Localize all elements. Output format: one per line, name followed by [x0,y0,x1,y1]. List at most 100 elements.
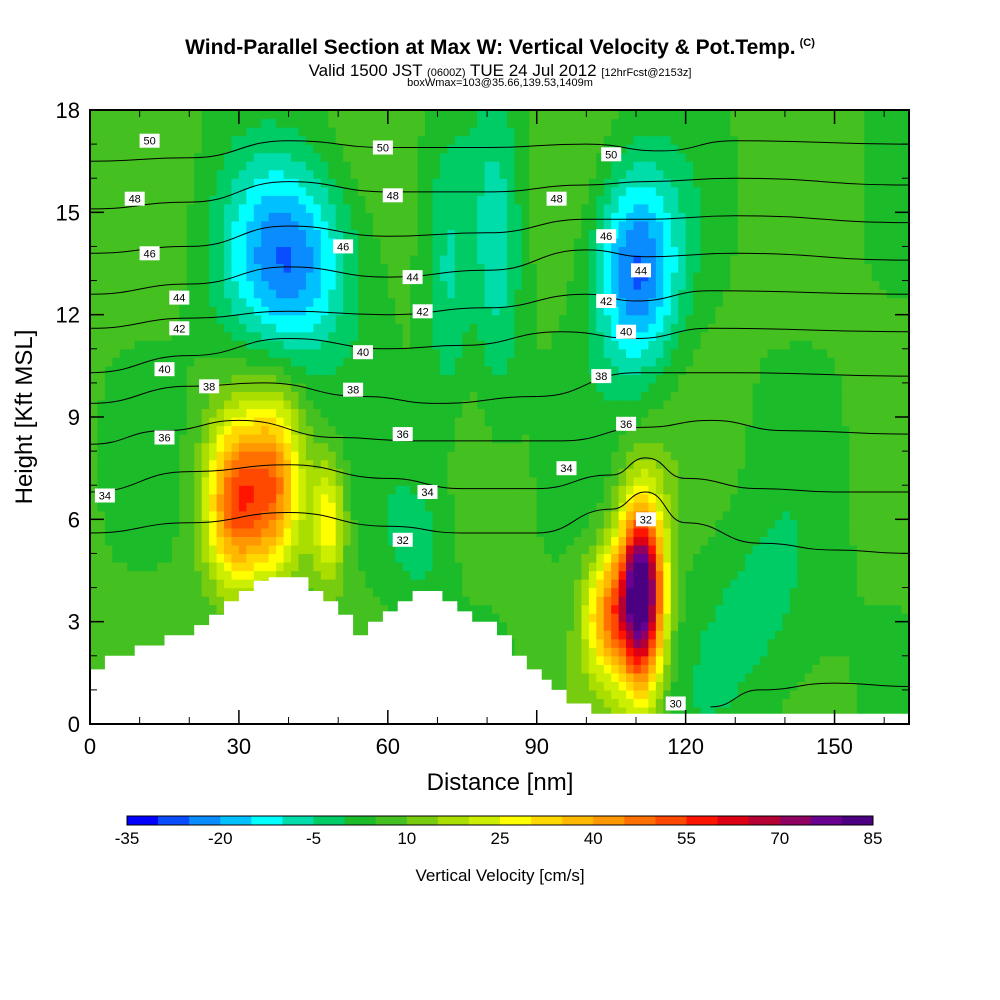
velocity-cell [685,434,694,444]
velocity-cell [119,476,128,486]
velocity-cell [789,357,798,367]
velocity-cell [358,544,367,555]
velocity-cell [804,596,813,606]
velocity-cell [149,434,158,444]
velocity-cell [358,493,367,503]
velocity-cell [789,442,798,452]
velocity-cell [224,340,233,350]
velocity-cell [90,519,99,529]
velocity-cell [439,596,448,606]
velocity-cell [596,587,605,597]
velocity-cell [879,570,888,580]
velocity-cell [663,689,672,700]
velocity-cell [454,382,463,393]
velocity-cell [104,544,113,555]
velocity-cell [477,382,486,393]
velocity-cell [477,425,486,435]
velocity-cell [640,638,650,648]
velocity-cell [827,536,836,546]
velocity-cell [812,459,821,469]
velocity-cell [157,621,166,631]
velocity-cell [283,459,292,469]
velocity-cell [834,681,843,691]
velocity-cell [707,519,717,529]
velocity-cell [477,374,486,384]
velocity-cell [439,374,448,384]
velocity-cell [856,468,865,478]
velocity-cell [90,604,99,614]
velocity-cell [834,613,843,623]
velocity-cell [886,655,895,665]
velocity-cell [737,613,746,623]
velocity-cell [737,655,746,665]
velocity-cell [819,493,828,503]
velocity-cell [879,604,888,614]
velocity-cell [685,493,694,503]
velocity-cell [410,544,419,555]
velocity-cell [313,510,322,520]
velocity-cell [566,638,575,648]
velocity-cell [879,425,888,435]
velocity-cell [797,604,806,614]
velocity-cell [782,442,791,452]
velocity-cell [596,596,605,606]
velocity-cell [774,613,784,623]
velocity-cell [767,536,776,546]
velocity-cell [268,425,277,435]
velocity-cell [871,630,880,640]
velocity-cell [335,399,344,410]
velocity-cell [812,698,821,708]
velocity-cell [506,527,515,537]
velocity-cell [462,519,471,529]
velocity-cell [804,374,813,384]
velocity-cell [730,553,739,563]
velocity-cell [231,399,240,410]
velocity-cell [901,476,909,486]
velocity-cell [447,587,456,597]
velocity-cell [499,493,508,503]
velocity-cell [320,374,329,384]
velocity-cell [536,655,545,665]
velocity-cell [886,459,895,469]
velocity-cell [573,527,582,537]
velocity-cell [879,442,888,452]
velocity-cell [201,468,210,478]
velocity-cell [648,544,657,555]
velocity-cell [477,434,486,444]
velocity-cell [901,655,909,665]
velocity-cell [536,621,545,631]
velocity-cell [864,561,873,572]
velocity-cell [670,425,679,435]
velocity-cell [827,706,836,717]
velocity-cell [685,451,694,461]
velocity-cell [365,587,374,597]
velocity-cell [663,391,672,401]
velocity-cell [261,485,270,495]
velocity-cell [856,655,865,665]
velocity-cell [127,340,136,350]
velocity-cell [536,604,545,614]
velocity-cell [864,510,873,520]
velocity-cell [104,630,113,640]
velocity-cell [462,425,471,435]
velocity-cell [700,672,709,682]
velocity-cell [633,425,642,435]
velocity-cell [745,399,754,410]
velocity-cell [104,382,113,393]
velocity-cell [134,527,143,537]
velocity-cell [588,434,597,444]
velocity-cell [834,596,843,606]
velocity-cell [350,553,359,563]
velocity-cell [849,357,858,367]
velocity-cell [663,365,672,375]
velocity-cell [655,510,664,520]
velocity-cell [707,672,717,682]
velocity-cell [499,579,508,589]
velocity-cell [670,340,679,350]
velocity-cell [387,425,396,435]
velocity-cell [171,468,180,478]
velocity-cell [447,596,456,606]
velocity-cell [745,459,754,469]
velocity-cell [97,391,106,401]
velocity-cell [194,553,203,563]
